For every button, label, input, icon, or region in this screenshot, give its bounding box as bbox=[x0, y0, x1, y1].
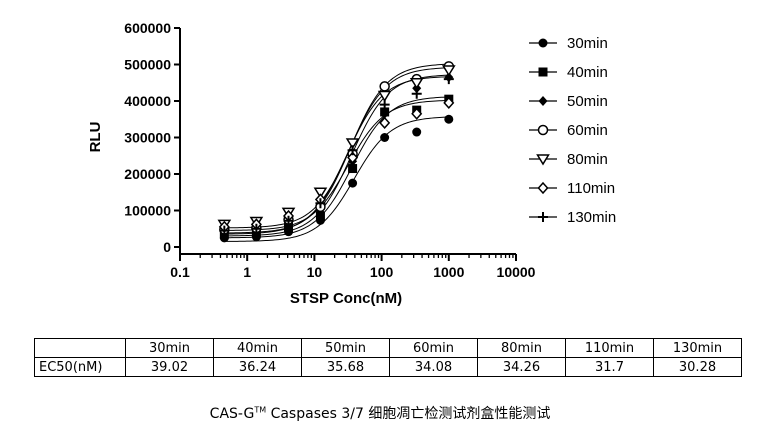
table-header-cell: 80min bbox=[477, 338, 566, 358]
fit-curve-30min bbox=[224, 116, 449, 242]
chart-legend: 30min 40min 50min 60min 80min 110min 130min bbox=[529, 35, 616, 226]
x-tick-label: 1000 bbox=[433, 264, 464, 280]
data-point bbox=[412, 127, 422, 137]
data-point bbox=[441, 65, 456, 77]
data-point bbox=[444, 114, 454, 124]
caption-trademark: TM bbox=[254, 405, 267, 415]
y-tick-label: 0 bbox=[163, 239, 171, 255]
table-header-row: 30min 40min 50min 60min 80min 110min 130… bbox=[34, 338, 742, 358]
legend-label: 80min bbox=[567, 151, 608, 168]
legend-marker bbox=[538, 38, 548, 48]
legend-item-130min: 130min bbox=[529, 209, 616, 226]
data-point bbox=[347, 151, 359, 164]
data-point bbox=[409, 78, 424, 90]
data-point bbox=[251, 223, 262, 234]
data-point bbox=[380, 133, 390, 142]
table-header-cell bbox=[34, 338, 126, 358]
series-50min bbox=[219, 72, 454, 238]
legend-marker bbox=[538, 67, 548, 77]
table-cell: 34.08 bbox=[389, 357, 478, 377]
fit-curve-80min bbox=[224, 67, 449, 229]
legend-item-50min: 50min bbox=[529, 93, 608, 110]
caption-text: Caspases 3/7 细胞凋亡检测试剂盒性能测试 bbox=[266, 406, 551, 422]
data-point bbox=[345, 138, 360, 150]
table-row: EC50(nM) 39.02 36.24 35.68 34.08 34.26 3… bbox=[34, 357, 742, 377]
legend-label: 60min bbox=[567, 122, 608, 139]
series-130min bbox=[219, 74, 454, 236]
y-tick-label: 100000 bbox=[124, 203, 171, 219]
fit-curve-60min bbox=[224, 63, 449, 234]
x-tick-label: 1 bbox=[243, 264, 251, 280]
table-cell: 39.02 bbox=[125, 357, 214, 377]
series-80min bbox=[217, 65, 456, 231]
data-point bbox=[315, 198, 326, 209]
data-point bbox=[348, 178, 358, 188]
table-cell: 36.24 bbox=[213, 357, 302, 377]
data-point bbox=[411, 107, 423, 120]
legend-marker bbox=[538, 96, 548, 106]
table-cell: 31.7 bbox=[565, 357, 654, 377]
legend-label: 30min bbox=[567, 35, 608, 52]
fit-curve-110min bbox=[224, 99, 449, 231]
table-header-cell: 110min bbox=[565, 338, 654, 358]
legend-item-40min: 40min bbox=[529, 64, 608, 81]
legend-label: 50min bbox=[567, 93, 608, 110]
fit-curve-50min bbox=[224, 74, 449, 237]
legend-label: 130min bbox=[567, 209, 616, 226]
legend-item-30min: 30min bbox=[529, 35, 608, 52]
x-tick-label: 10 bbox=[307, 264, 323, 280]
fit-curve-40min bbox=[224, 96, 449, 239]
table-header-cell: 130min bbox=[653, 338, 742, 358]
table-header-cell: 40min bbox=[213, 338, 302, 358]
data-point bbox=[219, 225, 230, 236]
ec50-table: 30min 40min 50min 60min 80min 110min 130… bbox=[34, 338, 742, 377]
table-header-cell: 50min bbox=[301, 338, 390, 358]
y-tick-label: 200000 bbox=[124, 166, 171, 182]
y-tick-label: 300000 bbox=[124, 130, 171, 146]
data-point bbox=[313, 187, 328, 199]
figure-caption: CAS-GTM Caspases 3/7 细胞凋亡检测试剂盒性能测试 bbox=[0, 403, 760, 423]
chart-axes: 0 100000 200000 300000 400000 500000 600000 0.1… bbox=[124, 20, 535, 280]
table-cell: 30.28 bbox=[653, 357, 742, 377]
data-point bbox=[347, 145, 358, 156]
data-point bbox=[380, 108, 390, 119]
x-axis-title: STSP Conc(nM) bbox=[290, 290, 402, 307]
data-point bbox=[379, 99, 390, 110]
table-header-cell: 30min bbox=[125, 338, 214, 358]
legend-item-80min: 80min bbox=[529, 151, 608, 168]
legend-item-110min: 110min bbox=[529, 180, 615, 197]
legend-label: 40min bbox=[567, 64, 608, 81]
fit-curve-130min bbox=[224, 76, 449, 235]
table-cell: 34.26 bbox=[477, 357, 566, 377]
table-cell: 35.68 bbox=[301, 357, 390, 377]
data-point bbox=[411, 88, 422, 99]
caption-brand: CAS-G bbox=[209, 406, 255, 422]
fit-curves bbox=[224, 63, 449, 242]
legend-marker bbox=[537, 124, 549, 136]
x-tick-label: 0.1 bbox=[170, 264, 190, 280]
data-point bbox=[443, 96, 455, 109]
y-tick-label: 400000 bbox=[124, 93, 171, 109]
y-axis-title: RLU bbox=[87, 122, 104, 153]
data-point bbox=[379, 116, 391, 130]
data-point bbox=[283, 215, 294, 226]
data-point bbox=[348, 164, 358, 174]
data-point bbox=[377, 90, 392, 102]
legend-item-60min: 60min bbox=[529, 122, 608, 139]
data-points bbox=[217, 61, 456, 243]
data-point bbox=[379, 81, 390, 92]
table-header-cell: 60min bbox=[389, 338, 478, 358]
data-point bbox=[443, 74, 454, 85]
y-tick-label: 500000 bbox=[124, 57, 171, 73]
legend-marker bbox=[537, 181, 549, 195]
legend-marker bbox=[538, 212, 548, 222]
legend-label: 110min bbox=[567, 180, 615, 197]
dose-response-chart: 0 100000 200000 300000 400000 500000 600000 0.1… bbox=[87, 20, 616, 307]
y-tick-label: 600000 bbox=[124, 20, 171, 36]
x-tick-label: 100 bbox=[370, 264, 394, 280]
series-110min bbox=[218, 96, 455, 234]
x-tick-label: 10000 bbox=[497, 264, 536, 280]
table-row-label: EC50(nM) bbox=[34, 357, 126, 377]
legend-marker bbox=[536, 154, 550, 166]
